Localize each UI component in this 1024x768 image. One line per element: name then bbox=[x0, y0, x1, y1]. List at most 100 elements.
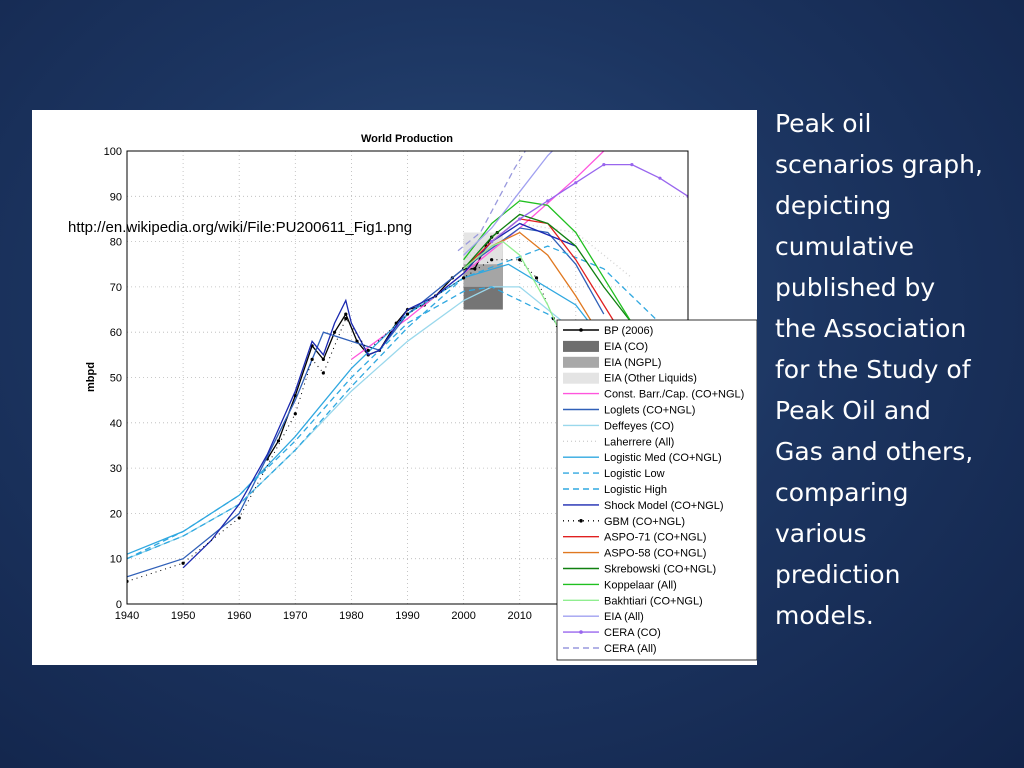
legend-label: Logistic Med (CO+NGL) bbox=[604, 452, 722, 464]
legend-label: EIA (All) bbox=[604, 611, 644, 623]
series-line-gbm-co-ngl bbox=[127, 259, 605, 582]
series-line-eia-all bbox=[463, 151, 554, 256]
series-point bbox=[473, 267, 477, 271]
series-line-logistic-med-co-ngl bbox=[127, 263, 633, 555]
legend-entry: Shock Model (CO+NGL) bbox=[563, 500, 724, 512]
legend-entry: GBM (CO+NGL) bbox=[563, 516, 685, 528]
series-point bbox=[518, 258, 522, 262]
legend-label: Koppelaar (All) bbox=[604, 579, 677, 591]
caption-line: published by bbox=[775, 273, 936, 302]
series-line-logistic-high bbox=[127, 245, 661, 560]
series-point bbox=[462, 276, 466, 280]
legend-label: ASPO-58 (CO+NGL) bbox=[604, 548, 706, 560]
legend-label: EIA (NGPL) bbox=[604, 357, 661, 369]
series-line-logistic-low bbox=[127, 286, 605, 560]
caption-line: for the Study of bbox=[775, 355, 971, 384]
chart-title: World Production bbox=[361, 133, 453, 145]
series-point bbox=[332, 330, 337, 334]
legend-entry: EIA (All) bbox=[563, 611, 644, 623]
series-point bbox=[518, 217, 522, 221]
y-tick-label: 20 bbox=[110, 508, 122, 520]
legend-entry: EIA (CO) bbox=[563, 340, 648, 353]
series-line-bakhtiari-co-ngl bbox=[463, 240, 577, 369]
y-tick-label: 30 bbox=[110, 463, 122, 475]
series-line-cera-all bbox=[457, 151, 527, 252]
caption-line: Peak oil bbox=[775, 109, 872, 138]
caption-line: various bbox=[775, 519, 867, 548]
legend-label: EIA (Other Liquids) bbox=[604, 373, 697, 385]
legend-label: ASPO-71 (CO+NGL) bbox=[604, 532, 706, 544]
legend-entry: CERA (All) bbox=[563, 643, 657, 655]
legend-label: CERA (CO) bbox=[604, 627, 661, 639]
legend-swatch bbox=[563, 356, 599, 368]
caption-line: the Association bbox=[775, 314, 967, 343]
y-tick-label: 80 bbox=[110, 237, 122, 249]
series-line-shock-model-co-ngl bbox=[182, 222, 577, 569]
series-point bbox=[366, 348, 370, 352]
legend-label: BP (2006) bbox=[604, 325, 653, 337]
caption-line: cumulative bbox=[775, 232, 914, 261]
source-url: http://en.wikipedia.org/wiki/File:PU2006… bbox=[68, 219, 413, 236]
legend-entry: EIA (Other Liquids) bbox=[563, 372, 697, 385]
legend-label: Const. Barr./Cap. (CO+NGL) bbox=[604, 389, 744, 401]
legend-label: Skrebowski (CO+NGL) bbox=[604, 564, 716, 576]
y-tick-label: 0 bbox=[116, 599, 122, 611]
legend-label: EIA (CO) bbox=[604, 341, 648, 353]
legend-entry: Bakhtiari (CO+NGL) bbox=[563, 595, 703, 607]
legend-label: Laherrere (All) bbox=[604, 436, 674, 448]
legend-entry: Logistic Low bbox=[563, 468, 665, 480]
legend-entry: CERA (CO) bbox=[563, 627, 661, 639]
legend-entry: Loglets (CO+NGL) bbox=[563, 405, 695, 417]
x-tick-label: 2000 bbox=[451, 610, 475, 622]
series-point bbox=[276, 439, 281, 443]
legend-entry: Logistic Med (CO+NGL) bbox=[563, 452, 722, 464]
series-point bbox=[237, 516, 241, 520]
series-point bbox=[344, 317, 348, 321]
series-line-skrebowski-co-ngl bbox=[463, 213, 633, 324]
legend-label: Logistic High bbox=[604, 484, 667, 496]
legend-entry: Skrebowski (CO+NGL) bbox=[563, 564, 716, 576]
legend-label: Bakhtiari (CO+NGL) bbox=[604, 595, 703, 607]
series-line-loglets-co-ngl bbox=[127, 227, 605, 578]
x-tick-label: 1970 bbox=[283, 610, 307, 622]
series-point bbox=[321, 357, 325, 361]
series-point bbox=[546, 199, 550, 203]
series-point bbox=[490, 240, 494, 244]
series-point bbox=[658, 176, 662, 180]
legend-entry: Koppelaar (All) bbox=[563, 579, 677, 591]
legend-label: Logistic Low bbox=[604, 468, 665, 480]
series-lines bbox=[127, 151, 688, 583]
series-line-bp-2006 bbox=[266, 231, 498, 460]
series-point bbox=[630, 162, 634, 167]
legend-entry: EIA (NGPL) bbox=[563, 356, 661, 369]
legend-label: Deffeyes (CO) bbox=[604, 420, 674, 432]
series-point bbox=[321, 371, 325, 375]
legend-entry: Logistic High bbox=[563, 484, 667, 496]
y-tick-label: 60 bbox=[110, 327, 122, 339]
series-line-koppelaar-all bbox=[463, 200, 633, 324]
series-point bbox=[293, 412, 297, 416]
world-production-chart: World Production mbpd 1940 1950 1960 1970 19… bbox=[85, 133, 757, 661]
caption-line: prediction bbox=[775, 560, 901, 589]
legend-marker bbox=[579, 519, 583, 523]
series-point bbox=[405, 312, 410, 316]
legend-label: CERA (All) bbox=[604, 643, 657, 655]
slide-caption: Peak oil scenarios graph, depicting cumulat… bbox=[775, 103, 1015, 636]
y-axis-label: mbpd bbox=[85, 362, 97, 392]
caption-line: Peak Oil and bbox=[775, 396, 931, 425]
series-point bbox=[293, 394, 297, 398]
series-point bbox=[355, 339, 359, 343]
legend-entry: Laherrere (All) bbox=[563, 436, 674, 448]
caption-line: models. bbox=[775, 601, 874, 630]
caption-line: comparing bbox=[775, 478, 909, 507]
series-point bbox=[310, 357, 314, 361]
x-tick-label: 1940 bbox=[115, 610, 139, 622]
x-tick-label: 1950 bbox=[171, 610, 195, 622]
caption-line: depicting bbox=[775, 191, 892, 220]
y-tick-label: 70 bbox=[110, 282, 122, 294]
legend-entry: BP (2006) bbox=[563, 325, 653, 337]
y-tick-label: 100 bbox=[104, 146, 122, 158]
series-point bbox=[602, 162, 606, 167]
legend-entry: ASPO-71 (CO+NGL) bbox=[563, 532, 706, 544]
series-point bbox=[574, 181, 578, 185]
